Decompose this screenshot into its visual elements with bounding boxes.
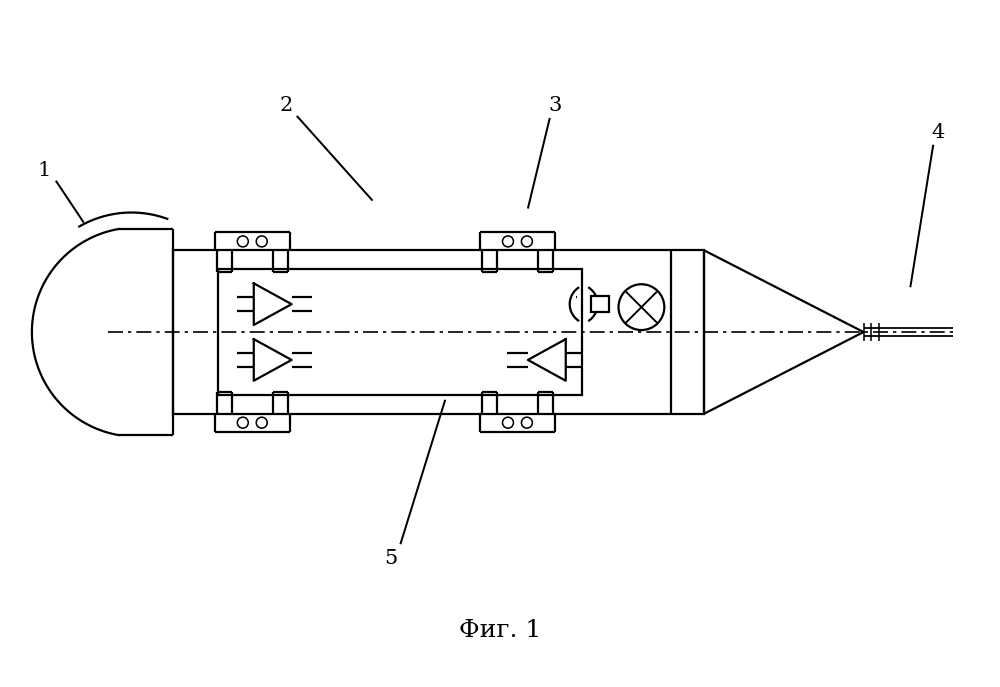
Bar (591, 296, 609, 312)
Bar (173, 250, 704, 414)
Text: 3: 3 (548, 96, 561, 115)
Text: 2: 2 (279, 96, 292, 115)
Bar (218, 269, 582, 395)
Text: Фиг. 1: Фиг. 1 (459, 620, 541, 642)
Text: 1: 1 (37, 161, 51, 180)
Text: 4: 4 (932, 124, 945, 142)
Text: 5: 5 (384, 549, 397, 567)
